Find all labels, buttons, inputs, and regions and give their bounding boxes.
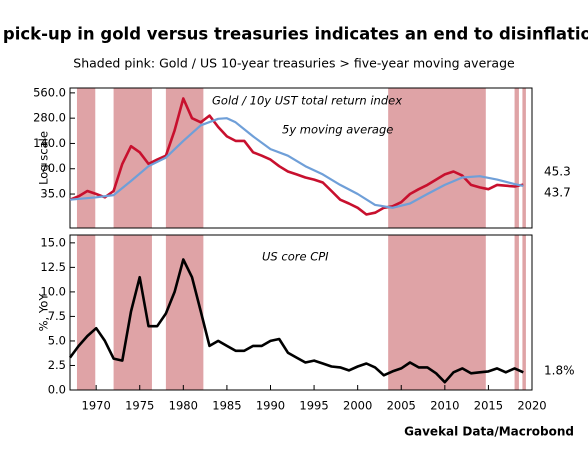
shaded-period xyxy=(76,235,96,390)
shaded-period xyxy=(388,88,486,228)
series-line xyxy=(69,117,524,209)
chart-title: A pick-up in gold versus treasuries indi… xyxy=(0,25,588,44)
shaded-period xyxy=(514,235,519,390)
y-tick-label: 15.0 xyxy=(40,235,66,249)
x-tick-label: 2000 xyxy=(343,399,372,413)
plot-frame xyxy=(69,87,533,229)
shaded-period xyxy=(514,88,519,228)
x-tick-label: 1970 xyxy=(82,399,111,413)
x-tick-label: 2005 xyxy=(387,399,416,413)
x-tick-label: 1990 xyxy=(256,399,285,413)
y-tick-label: 7.5 xyxy=(48,309,66,323)
y-tick-label: 35.0 xyxy=(40,187,66,201)
x-tick-label: 1975 xyxy=(125,399,154,413)
y-axis-title: %, YoY xyxy=(37,293,51,332)
x-tick-label: 2020 xyxy=(517,399,546,413)
chart-subtitle: Shaded pink: Gold / US 10-year treasurie… xyxy=(73,56,515,71)
series-label: US core CPI xyxy=(262,250,329,264)
source: Gavekal Data/Macrobond xyxy=(404,425,574,439)
end-label: 45.3 xyxy=(544,165,571,179)
x-tick-label: 1995 xyxy=(299,399,328,413)
end-label: 43.7 xyxy=(544,186,571,200)
y-tick-label: 280.0 xyxy=(33,111,66,125)
plot-frame xyxy=(69,234,533,391)
x-tick-label: 2015 xyxy=(474,399,503,413)
y-axis-title: Log scale xyxy=(37,131,51,185)
x-tick-label: 2010 xyxy=(430,399,459,413)
y-tick-label: 70.0 xyxy=(40,161,66,175)
shaded-period xyxy=(76,88,96,228)
y-tick-label: 140.0 xyxy=(33,136,66,150)
y-tick-label: 12.5 xyxy=(40,260,66,274)
y-tick-label: 560.0 xyxy=(33,85,66,99)
x-tick-label: 1985 xyxy=(212,399,241,413)
series-label: Gold / 10y UST total return index xyxy=(212,94,402,108)
y-tick-label: 10.0 xyxy=(40,284,66,298)
series-line xyxy=(68,258,524,384)
y-tick-label: 5.0 xyxy=(48,333,66,347)
shaded-period xyxy=(522,235,526,390)
shaded-period xyxy=(388,235,486,390)
y-tick-label: 0.0 xyxy=(48,383,66,397)
shaded-period xyxy=(522,88,526,228)
y-tick-label: 2.5 xyxy=(48,358,66,372)
series-line xyxy=(69,97,524,216)
shaded-period xyxy=(165,235,204,390)
shaded-period xyxy=(113,88,152,228)
end-label: 1.8% xyxy=(544,364,575,378)
shaded-period xyxy=(165,88,204,228)
series-label: 5y moving average xyxy=(282,123,393,137)
x-tick-label: 1980 xyxy=(169,399,198,413)
